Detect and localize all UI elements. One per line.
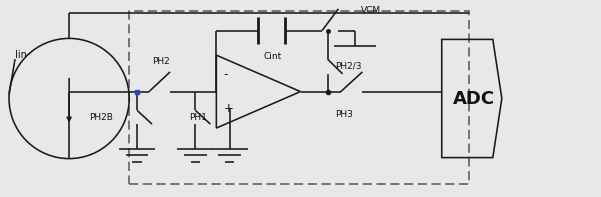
Text: +: + — [224, 102, 233, 115]
Text: VCM: VCM — [361, 6, 380, 15]
Text: -: - — [224, 68, 228, 81]
Text: PH3: PH3 — [335, 110, 353, 119]
Text: PH2: PH2 — [152, 57, 170, 66]
Text: PH1: PH1 — [314, 0, 332, 2]
Text: PH2B: PH2B — [89, 113, 113, 122]
Text: Cint: Cint — [263, 52, 281, 61]
Text: ADC: ADC — [453, 89, 495, 108]
Bar — [129, 11, 469, 184]
Text: PH2/3: PH2/3 — [335, 61, 362, 71]
Text: Iin: Iin — [15, 50, 27, 60]
Text: PH1: PH1 — [189, 113, 207, 122]
